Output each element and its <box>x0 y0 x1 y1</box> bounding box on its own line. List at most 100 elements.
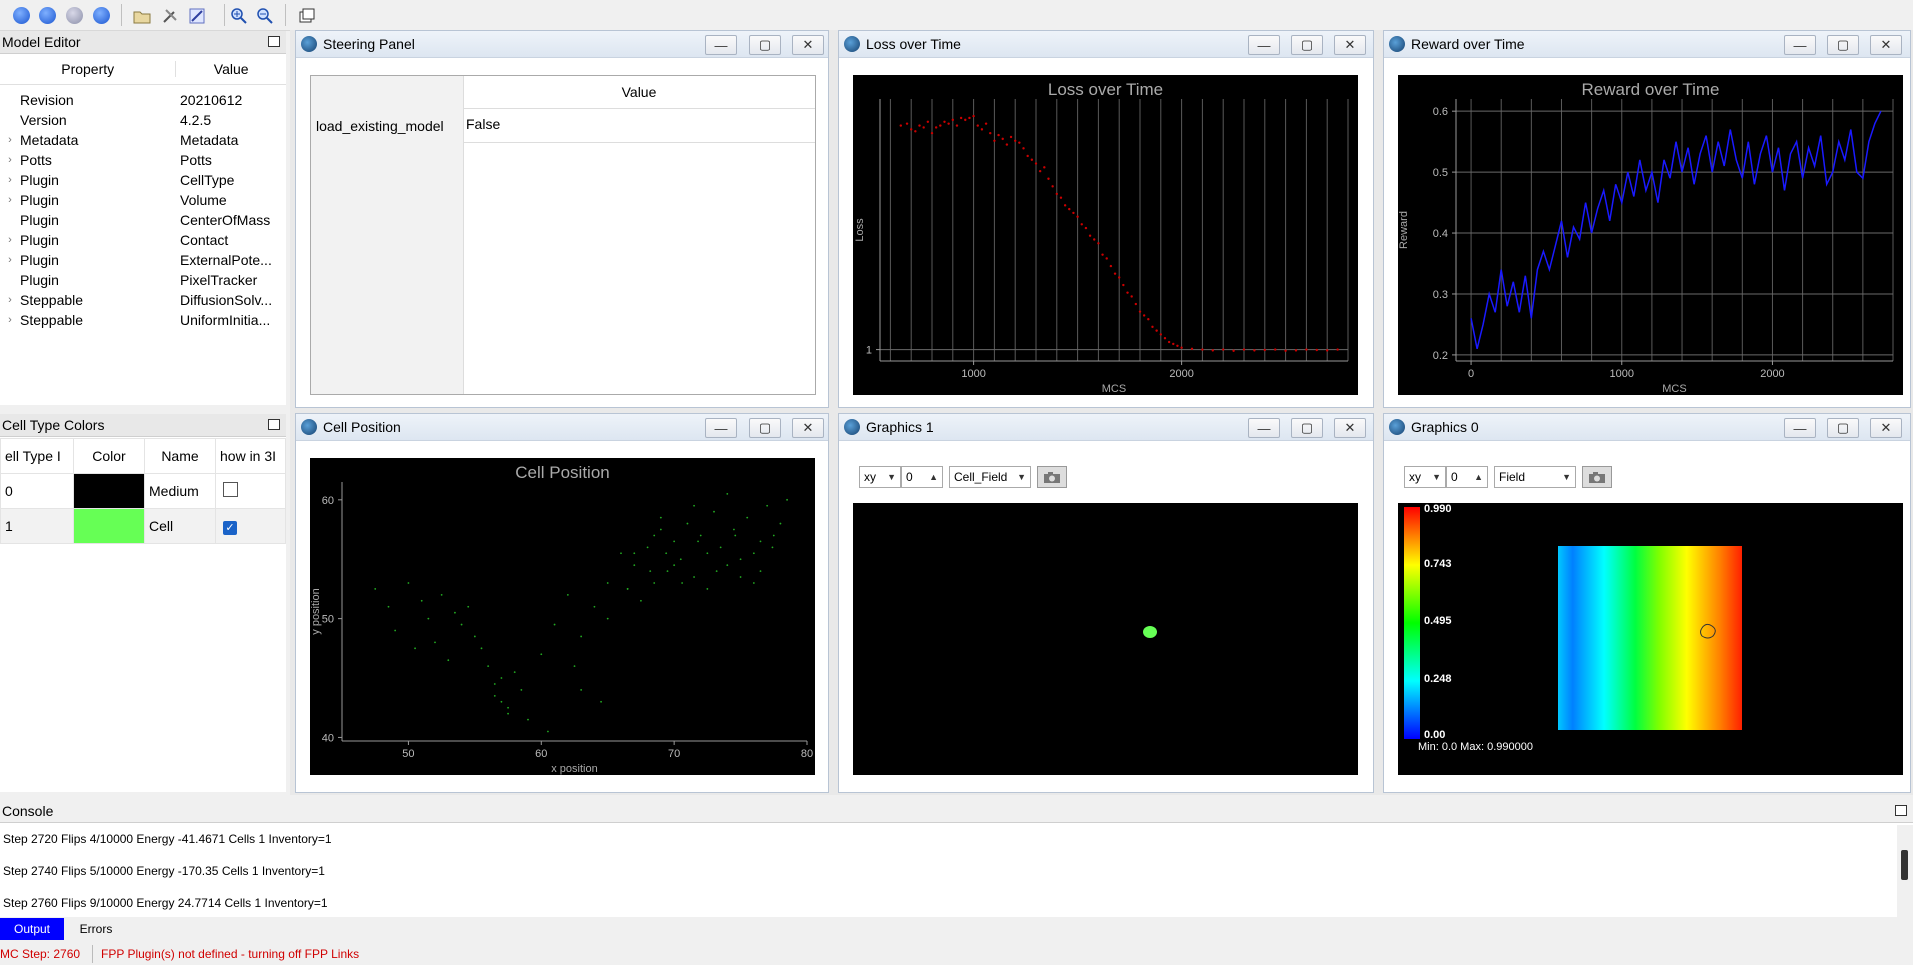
field-select[interactable]: Field ▼ <box>1494 466 1576 488</box>
close-button[interactable]: ✕ <box>1334 35 1366 55</box>
maximize-button[interactable]: ▢ <box>1291 35 1323 55</box>
expand-arrow-icon[interactable]: › <box>8 314 12 326</box>
edit-icon[interactable] <box>186 5 207 26</box>
expand-arrow-icon[interactable]: › <box>8 294 12 306</box>
tab-output[interactable]: Output <box>0 918 64 940</box>
camera-icon[interactable] <box>1582 466 1612 488</box>
color-swatch-cell[interactable] <box>74 509 144 543</box>
console-title-text: Console <box>2 803 54 819</box>
cell-field-view[interactable] <box>853 503 1358 775</box>
tree-row[interactable]: › Plugin Contact <box>0 230 286 250</box>
col-value[interactable]: Value <box>175 61 286 77</box>
tree-row[interactable]: Revision 20210612 <box>0 90 286 110</box>
data-point <box>759 570 762 573</box>
step-icon[interactable] <box>39 7 56 24</box>
minimize-button[interactable]: — <box>1248 418 1280 438</box>
cell-type-name[interactable]: Medium <box>144 473 216 509</box>
spin-arrows-icon[interactable]: ▲ <box>1474 472 1483 482</box>
tree-row[interactable]: Version 4.2.5 <box>0 110 286 130</box>
minimize-button[interactable]: — <box>1248 35 1280 55</box>
console-scrollbar[interactable] <box>1897 825 1913 917</box>
tree-row[interactable]: › Metadata Metadata <box>0 130 286 150</box>
pause-icon[interactable] <box>66 7 83 24</box>
data-point <box>1109 264 1113 268</box>
tree-row[interactable]: › Steppable DiffusionSolv... <box>0 290 286 310</box>
zoom-in-icon[interactable] <box>228 5 249 26</box>
close-button[interactable]: ✕ <box>1334 418 1366 438</box>
data-point <box>1063 204 1067 207</box>
tools-icon[interactable] <box>159 5 180 26</box>
camera-icon[interactable] <box>1037 466 1067 488</box>
close-button[interactable]: ✕ <box>792 418 824 438</box>
window-titlebar[interactable]: Loss over Time — ▢ ✕ <box>839 31 1373 58</box>
slice-spinbox[interactable]: 0 ▲ <box>901 466 943 488</box>
plane-select[interactable]: xy ▼ <box>859 466 901 488</box>
plane-select[interactable]: xy ▼ <box>1404 466 1446 488</box>
float-dock-icon[interactable] <box>268 36 280 47</box>
close-button[interactable]: ✕ <box>1870 418 1902 438</box>
show-3d-checkbox-medium[interactable] <box>223 482 238 497</box>
window-titlebar[interactable]: Cell Position — ▢ ✕ <box>296 414 828 441</box>
float-dock-icon[interactable] <box>1895 805 1907 816</box>
tree-row[interactable]: › Plugin ExternalPote... <box>0 250 286 270</box>
color-swatch-medium[interactable] <box>74 474 144 508</box>
minimize-button[interactable]: — <box>705 418 737 438</box>
col-name[interactable]: Name <box>144 438 216 474</box>
col-property[interactable]: Property <box>61 61 115 77</box>
tree-row[interactable]: › Plugin Volume <box>0 190 286 210</box>
tree-row[interactable]: Plugin PixelTracker <box>0 270 286 290</box>
show-3d-checkbox-cell[interactable]: ✓ <box>223 520 237 535</box>
data-point <box>968 116 971 120</box>
new-window-icon[interactable] <box>296 5 317 26</box>
run-icon[interactable] <box>13 7 30 24</box>
table-row[interactable]: 0 Medium <box>0 473 286 509</box>
window-titlebar[interactable]: Steering Panel — ▢ ✕ <box>296 31 828 58</box>
close-button[interactable]: ✕ <box>792 35 824 55</box>
maximize-button[interactable]: ▢ <box>1291 418 1323 438</box>
minimize-button[interactable]: — <box>705 35 737 55</box>
expand-arrow-icon[interactable]: › <box>8 174 12 186</box>
zoom-out-icon[interactable] <box>254 5 275 26</box>
maximize-button[interactable]: ▢ <box>749 35 781 55</box>
col-show-in-3d[interactable]: how in 3I <box>215 438 286 474</box>
minimize-button[interactable]: — <box>1784 418 1816 438</box>
data-point <box>1294 349 1298 352</box>
table-row[interactable]: 1 Cell ✓ <box>0 508 286 544</box>
maximize-button[interactable]: ▢ <box>749 418 781 438</box>
spin-arrows-icon[interactable]: ▲ <box>929 472 938 482</box>
steering-col-value[interactable]: Value <box>463 76 815 109</box>
data-point <box>666 570 669 573</box>
col-cell-type-id[interactable]: ell Type I <box>0 438 74 474</box>
steering-param-value[interactable]: False <box>466 116 501 132</box>
float-dock-icon[interactable] <box>268 419 280 430</box>
slice-spinbox[interactable]: 0 ▲ <box>1446 466 1488 488</box>
expand-arrow-icon[interactable]: › <box>8 234 12 246</box>
expand-arrow-icon[interactable]: › <box>8 134 12 146</box>
field-select[interactable]: Cell_Field ▼ <box>949 466 1031 488</box>
cell-type-name[interactable]: Cell <box>144 508 216 544</box>
tree-row[interactable]: Plugin CenterOfMass <box>0 210 286 230</box>
maximize-button[interactable]: ▢ <box>1827 418 1859 438</box>
stop-icon[interactable] <box>93 7 110 24</box>
cell-outline <box>1700 623 1716 639</box>
expand-arrow-icon[interactable]: › <box>8 254 12 266</box>
data-point <box>779 522 782 525</box>
tree-row[interactable]: › Steppable UniformInitia... <box>0 310 286 330</box>
data-point <box>1190 347 1194 351</box>
open-folder-icon[interactable] <box>131 5 152 26</box>
maximize-button[interactable]: ▢ <box>1827 35 1859 55</box>
tree-row[interactable]: › Potts Potts <box>0 150 286 170</box>
close-button[interactable]: ✕ <box>1870 35 1902 55</box>
tab-errors[interactable]: Errors <box>79 922 113 936</box>
col-color[interactable]: Color <box>73 438 145 474</box>
window-titlebar[interactable]: Reward over Time — ▢ ✕ <box>1384 31 1910 58</box>
minimize-button[interactable]: — <box>1784 35 1816 55</box>
window-titlebar[interactable]: Graphics 1 — ▢ ✕ <box>839 414 1373 441</box>
data-point <box>697 540 699 543</box>
cell-type-colors-panel: Cell Type Colors ell Type I Color Name h… <box>0 414 286 792</box>
expand-arrow-icon[interactable]: › <box>8 194 12 206</box>
window-titlebar[interactable]: Graphics 0 — ▢ ✕ <box>1384 414 1910 441</box>
field-view[interactable]: 0.990 0.743 0.495 0.248 0.00 Min: 0.0 Ma… <box>1398 503 1903 775</box>
expand-arrow-icon[interactable]: › <box>8 154 12 166</box>
tree-row[interactable]: › Plugin CellType <box>0 170 286 190</box>
